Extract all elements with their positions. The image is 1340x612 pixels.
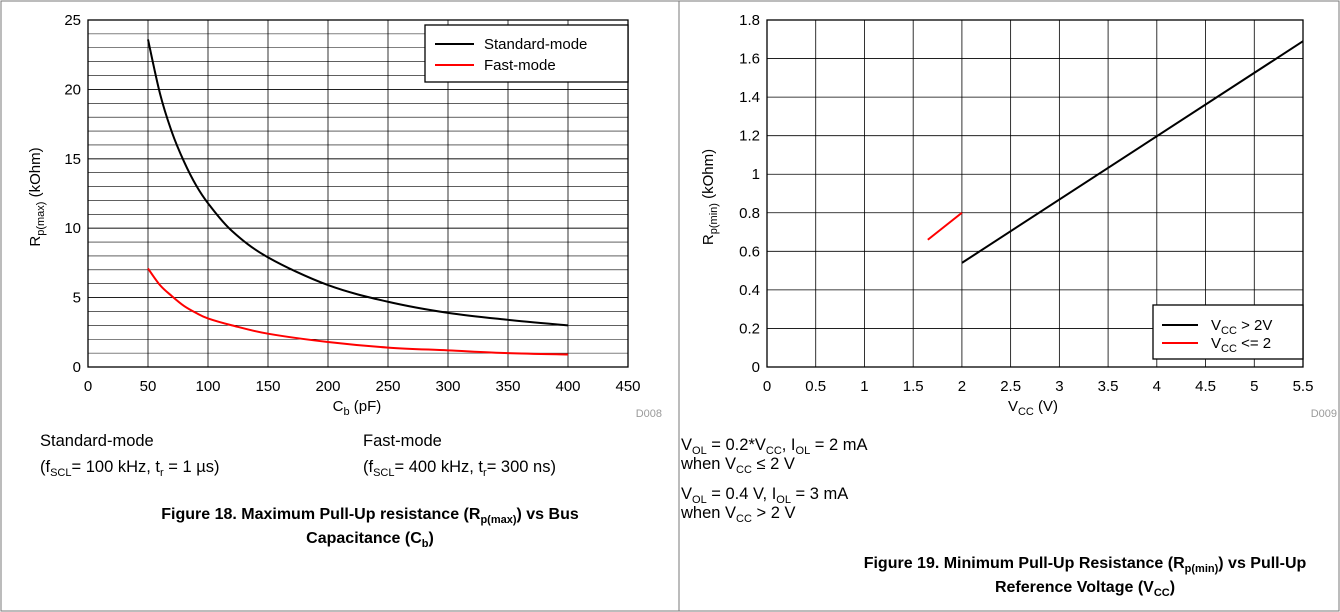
- fast-mode-condition-line: (fSCL= 400 kHz, tr= 300 ns): [363, 458, 556, 479]
- figure-19-caption: Figure 19. Minimum Pull-Up Resistance (R…: [864, 555, 1307, 575]
- y-tick-label: 0.2: [739, 320, 760, 337]
- y-tick-label: 15: [64, 151, 81, 168]
- y-tick-label: 0: [73, 359, 81, 376]
- x-tick-label: 4.5: [1195, 378, 1216, 395]
- x-tick-label: 0.5: [805, 378, 826, 395]
- y-tick-label: 0.4: [739, 282, 760, 299]
- x-tick-label: 2: [958, 378, 966, 395]
- legend-fast-mode-label: Fast-mode: [484, 57, 556, 74]
- x-tick-label: 3.5: [1098, 378, 1119, 395]
- y-tick-label: 1.4: [739, 89, 760, 106]
- x-tick-label: 0: [763, 378, 771, 395]
- x-tick-label: 300: [435, 378, 460, 395]
- series-line-standard-mode: [147, 39, 569, 327]
- x-tick-label: 400: [555, 378, 580, 395]
- figure-18-x-axis-label: Cb (pF): [333, 398, 382, 418]
- standard-mode-condition-line: (fSCL= 100 kHz, tr = 1 µs): [40, 458, 220, 479]
- figure-19-panel: [678, 0, 1340, 612]
- figure-19-caption-line-2: Reference Voltage (VCC): [995, 579, 1175, 599]
- vcc-low-condition-line-2: when VCC ≤ 2 V: [680, 455, 795, 476]
- x-tick-label: 50: [140, 378, 157, 395]
- x-tick-label: 200: [315, 378, 340, 395]
- y-tick-label: 20: [64, 81, 81, 98]
- y-tick-label: 0.6: [739, 243, 760, 260]
- vcc-high-condition-line-2: when VCC > 2 V: [680, 504, 796, 525]
- figure-18-caption-line-2: Capacitance (Cb): [306, 530, 434, 550]
- x-tick-label: 250: [375, 378, 400, 395]
- y-tick-label: 1: [752, 166, 760, 183]
- series-line-fast-mode: [147, 267, 569, 356]
- x-tick-label: 2.5: [1000, 378, 1021, 395]
- x-tick-label: 350: [495, 378, 520, 395]
- y-tick-label: 0: [752, 359, 760, 376]
- x-tick-label: 450: [615, 378, 640, 395]
- legend-standard-mode-label: Standard-mode: [484, 36, 587, 53]
- vcc-low-condition-line-1: VOL = 0.2*VCC, IOL = 2 mA: [681, 436, 868, 457]
- figure-19-code: D009: [1311, 408, 1337, 420]
- x-tick-label: 4: [1153, 378, 1161, 395]
- y-tick-label: 1.6: [739, 51, 760, 68]
- figure-19-y-axis-label: Rp(min) (kOhm): [700, 149, 720, 245]
- x-tick-label: 3: [1055, 378, 1063, 395]
- figure-18-legend: Standard-mode Fast-mode: [424, 24, 629, 83]
- x-tick-label: 0: [84, 378, 92, 395]
- y-tick-label: 1.2: [739, 128, 760, 145]
- x-tick-label: 150: [255, 378, 280, 395]
- series-line-v-cc-2: [927, 211, 963, 241]
- plot-frame: [766, 19, 1304, 368]
- x-tick-label: 100: [195, 378, 220, 395]
- x-tick-label: 5: [1250, 378, 1258, 395]
- y-tick-label: 5: [73, 290, 81, 307]
- y-tick-label: 0.8: [739, 205, 760, 222]
- x-tick-label: 5.5: [1293, 378, 1314, 395]
- figure-19-x-axis-label: VCC (V): [1008, 398, 1058, 418]
- x-tick-label: 1: [860, 378, 868, 395]
- figure-18-caption: Figure 18. Maximum Pull-Up resistance (R…: [161, 506, 579, 526]
- y-tick-label: 1.8: [739, 12, 760, 29]
- standard-mode-condition-title: Standard-mode: [40, 432, 154, 450]
- vcc-high-condition-line-1: VOL = 0.4 V, IOL = 3 mA: [681, 485, 848, 506]
- figure-18-y-axis-label: Rp(max) (kOhm): [27, 147, 47, 246]
- fast-mode-condition-title: Fast-mode: [363, 432, 442, 450]
- y-tick-label: 10: [64, 220, 81, 237]
- series-line-v-cc-2v: [961, 40, 1304, 264]
- figure-18-code: D008: [636, 408, 662, 420]
- x-tick-label: 1.5: [903, 378, 924, 395]
- figure-19-legend: VCC > 2V VCC <= 2: [1152, 304, 1304, 360]
- plot-frame: [87, 19, 629, 368]
- y-tick-label: 25: [64, 12, 81, 29]
